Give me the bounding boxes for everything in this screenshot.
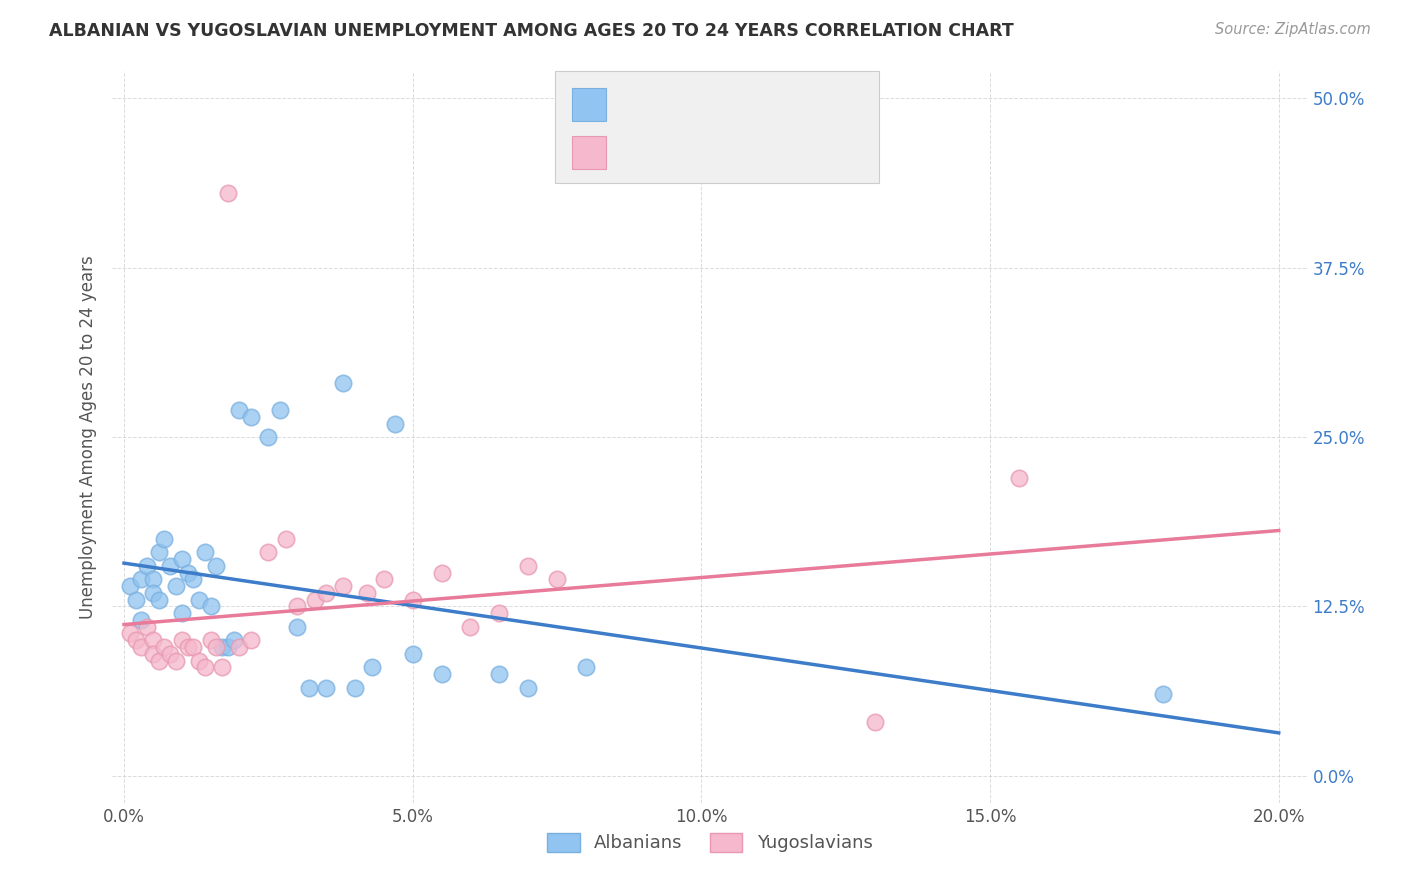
Point [165,579,187,593]
Point [205,640,228,654]
Point [373,572,395,586]
Point [228,640,250,654]
Point [142,572,165,586]
Point [517,681,540,695]
Point [131,572,153,586]
Point [153,640,176,654]
Text: N =: N = [731,95,783,113]
Point [402,592,425,607]
Point [142,647,165,661]
Point [257,545,280,559]
Point [170,552,193,566]
Point [170,633,193,648]
Point [460,620,482,634]
Point [285,599,308,614]
Point [188,654,211,668]
Point [153,532,176,546]
Point [205,558,228,573]
Legend: Albanians, Yugoslavians: Albanians, Yugoslavians [540,826,880,860]
Point [1152,688,1174,702]
Point [863,714,886,729]
Point [136,620,159,634]
Point [517,558,540,573]
Point [343,681,366,695]
Point [217,186,239,201]
Point [1008,471,1031,485]
Point [361,660,384,674]
Y-axis label: Unemployment Among Ages 20 to 24 years: Unemployment Among Ages 20 to 24 years [79,255,97,619]
Point [274,532,297,546]
Point [131,613,153,627]
Point [315,681,337,695]
Point [332,376,354,390]
Point [148,654,170,668]
Point [257,430,280,444]
Point [222,633,245,648]
Text: R =: R = [616,95,655,113]
Point [176,640,198,654]
Text: N =: N = [731,144,783,161]
Point [217,640,239,654]
Point [211,660,233,674]
Point [488,667,510,681]
Point [200,599,222,614]
Point [356,586,378,600]
Point [211,640,233,654]
Point [176,566,198,580]
Point [142,633,165,648]
Point [575,660,598,674]
Point [118,626,141,640]
Text: R =: R = [616,144,655,161]
Point [285,620,308,634]
Point [240,409,263,424]
Point [546,572,568,586]
Text: 0.194: 0.194 [665,95,721,113]
Point [240,633,263,648]
Point [430,566,453,580]
Point [148,592,170,607]
Point [159,647,181,661]
Point [159,558,181,573]
Point [315,586,337,600]
Point [118,579,141,593]
Point [488,606,510,620]
Point [136,558,159,573]
Text: 0.231: 0.231 [665,144,721,161]
Text: 37: 37 [778,144,803,161]
Point [124,633,146,648]
Point [181,572,204,586]
Point [124,592,146,607]
Point [200,633,222,648]
Point [332,579,354,593]
Point [170,606,193,620]
Point [298,681,321,695]
Point [194,545,217,559]
Text: ALBANIAN VS YUGOSLAVIAN UNEMPLOYMENT AMONG AGES 20 TO 24 YEARS CORRELATION CHART: ALBANIAN VS YUGOSLAVIAN UNEMPLOYMENT AMO… [49,22,1014,40]
Point [142,586,165,600]
Point [269,403,291,417]
Text: Source: ZipAtlas.com: Source: ZipAtlas.com [1215,22,1371,37]
Point [402,647,425,661]
Point [181,640,204,654]
Point [430,667,453,681]
Point [165,654,187,668]
Point [194,660,217,674]
Point [148,545,170,559]
Point [188,592,211,607]
Point [228,403,250,417]
Point [131,640,153,654]
Point [304,592,326,607]
Point [384,417,406,431]
Text: 40: 40 [778,95,803,113]
